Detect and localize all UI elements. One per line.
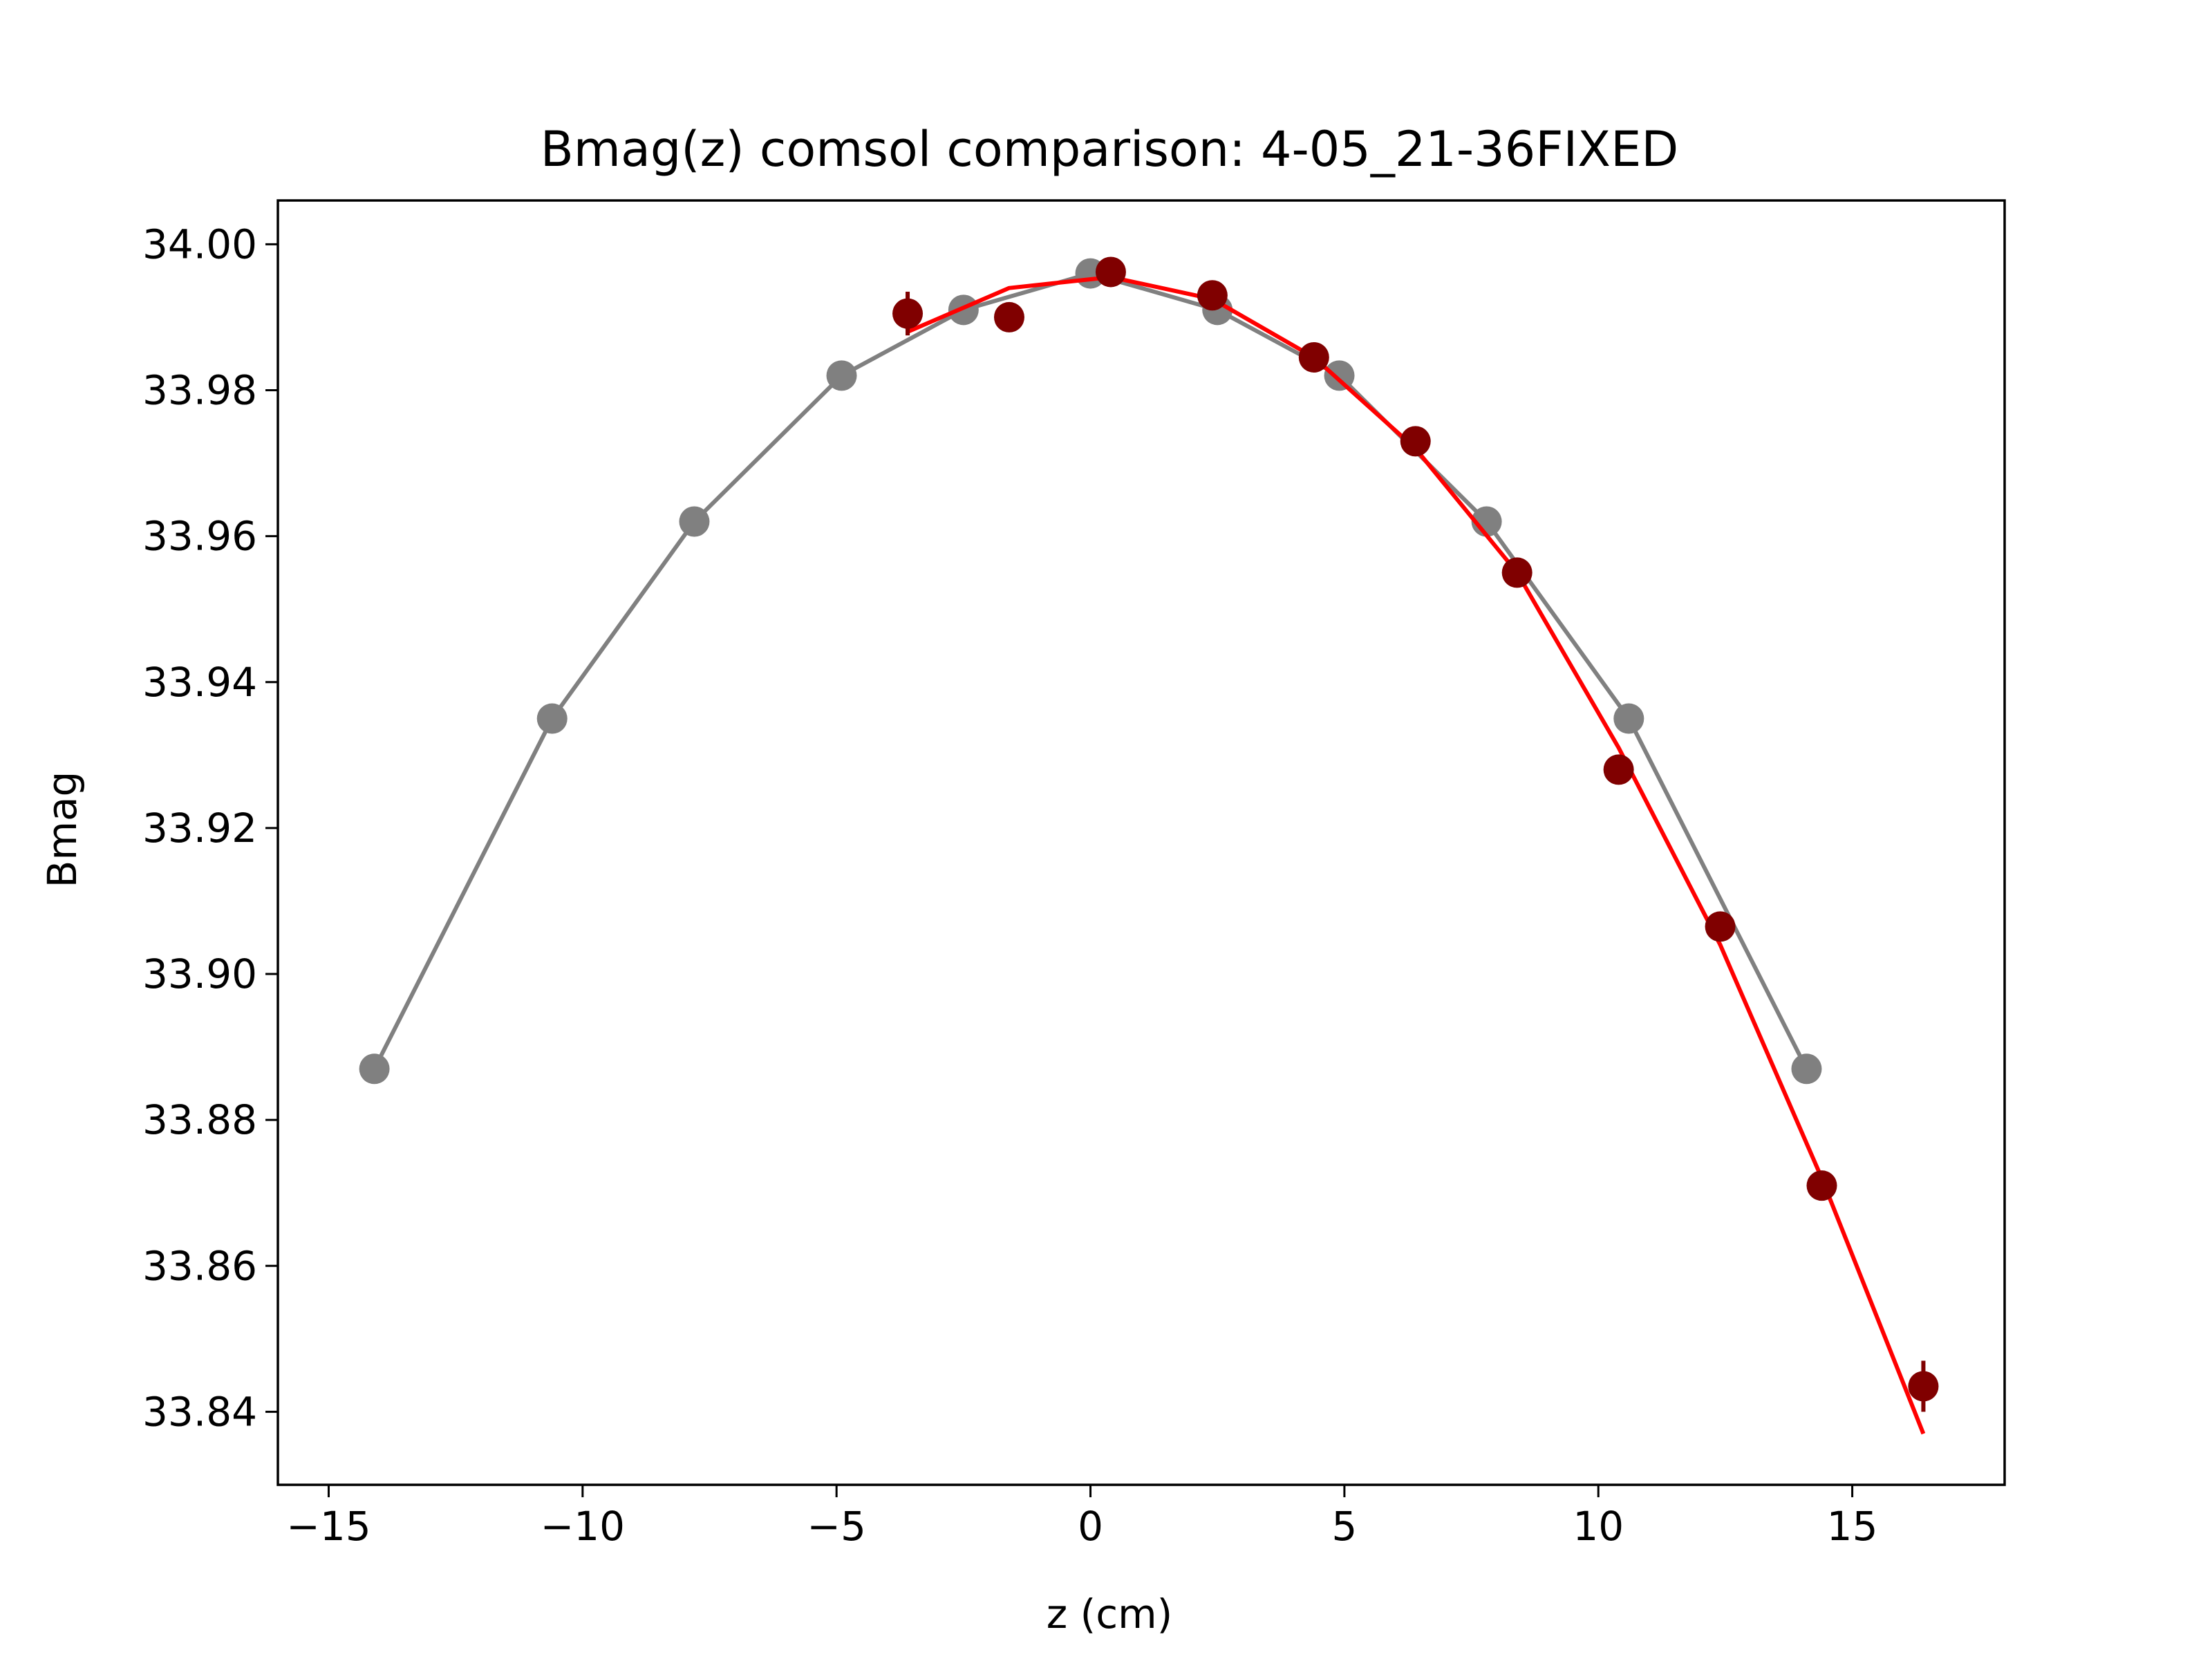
chart-title: Bmag(z) comsol comparison: 4-05_21-36FIX… bbox=[541, 121, 1678, 178]
data-point-darkred bbox=[1603, 754, 1634, 785]
y-tick-label: 33.88 bbox=[142, 1096, 257, 1143]
x-tick-label: 0 bbox=[1078, 1503, 1103, 1550]
y-tick-label: 33.90 bbox=[142, 950, 257, 997]
data-point-darkred bbox=[993, 301, 1024, 332]
y-axis-label: Bmag bbox=[39, 771, 86, 888]
data-point-darkred bbox=[1095, 256, 1126, 288]
plot-frame bbox=[276, 199, 2006, 1486]
x-tick-label: 10 bbox=[1573, 1503, 1624, 1550]
data-point-darkred bbox=[1705, 911, 1736, 942]
y-tick-label: 33.84 bbox=[142, 1388, 257, 1435]
data-point-darkred bbox=[1501, 557, 1533, 588]
y-tick-label: 33.94 bbox=[142, 659, 257, 706]
x-axis-label: z (cm) bbox=[1047, 1591, 1173, 1638]
data-point-gray bbox=[679, 506, 710, 537]
y-tick-label: 33.86 bbox=[142, 1242, 257, 1289]
y-tick-label: 33.96 bbox=[142, 513, 257, 560]
data-point-darkred bbox=[1197, 280, 1228, 311]
y-tick-label: 33.92 bbox=[142, 805, 257, 852]
x-tick-label: 5 bbox=[1331, 1503, 1357, 1550]
data-point-darkred bbox=[1806, 1170, 1837, 1201]
plot-area: −15 −10 −5 0 5 10 15 33.84 33.86 33.88 33.90 33.92 3… bbox=[142, 199, 2006, 1550]
y-tick-label: 33.98 bbox=[142, 366, 257, 413]
data-point-darkred bbox=[1400, 426, 1431, 457]
x-tick-label: −15 bbox=[286, 1503, 371, 1550]
y-tick-label: 34.00 bbox=[142, 221, 257, 268]
data-point-gray bbox=[359, 1053, 390, 1085]
data-point-gray bbox=[1613, 703, 1644, 734]
x-tick-label: −10 bbox=[541, 1503, 625, 1550]
data-point-gray bbox=[536, 703, 568, 734]
data-point-gray bbox=[1791, 1053, 1822, 1085]
data-point-darkred bbox=[1908, 1371, 1939, 1402]
data-point-gray bbox=[826, 360, 857, 391]
x-tick-label: 15 bbox=[1827, 1503, 1878, 1550]
data-point-gray bbox=[1324, 360, 1355, 391]
data-point-darkred bbox=[1298, 341, 1329, 373]
data-point-darkred bbox=[892, 298, 924, 329]
x-tick-label: −5 bbox=[807, 1503, 866, 1550]
